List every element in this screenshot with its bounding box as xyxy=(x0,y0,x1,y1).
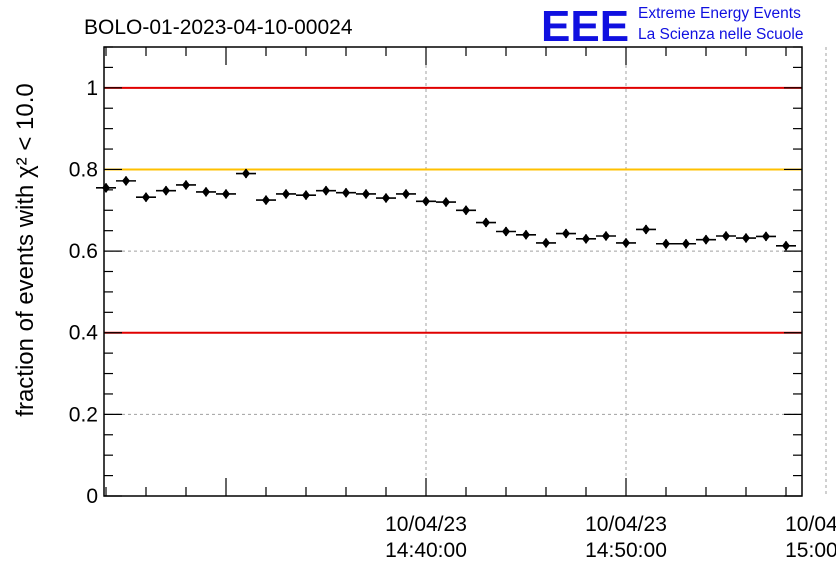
data-marker xyxy=(122,175,130,186)
data-marker xyxy=(622,237,630,248)
data-marker xyxy=(662,238,670,249)
data-point xyxy=(556,228,576,239)
data-point xyxy=(596,230,616,241)
data-point xyxy=(236,168,256,179)
data-marker xyxy=(582,233,590,244)
eee-logo-line2: La Scienza nelle Scuole xyxy=(638,26,803,43)
grid xyxy=(104,47,827,496)
data-marker xyxy=(502,226,510,237)
data-point xyxy=(756,231,776,242)
data-point xyxy=(196,186,216,197)
data-point xyxy=(296,190,316,201)
data-point xyxy=(356,188,376,199)
chart-title: BOLO-01-2023-04-10-00024 xyxy=(84,16,353,39)
data-point xyxy=(736,233,756,244)
y-tick-label: 0 xyxy=(86,485,98,508)
data-point xyxy=(416,196,436,207)
data-point xyxy=(516,229,536,240)
data-marker xyxy=(102,182,110,193)
data-marker xyxy=(302,190,310,201)
x-tick-date-label: 10/04/23 xyxy=(385,513,467,536)
data-point xyxy=(656,238,676,249)
data-point xyxy=(696,234,716,245)
y-tick-label: 1 xyxy=(86,77,98,100)
data-marker xyxy=(322,185,330,196)
y-axis-ticks: 0 0.2 0.4 0.6 0.8 1 xyxy=(69,46,802,508)
data-marker xyxy=(402,188,410,199)
x-tick-date-label: 10/04/23 xyxy=(785,513,836,536)
data-marker xyxy=(522,229,530,240)
data-marker xyxy=(742,233,750,244)
data-point xyxy=(456,205,476,216)
data-marker xyxy=(782,240,790,251)
data-point xyxy=(96,182,116,193)
y-axis-label: fraction of events with χ² < 10.0 xyxy=(12,83,39,416)
data-marker xyxy=(722,230,730,241)
data-marker xyxy=(462,205,470,216)
data-point xyxy=(376,193,396,204)
data-series xyxy=(96,168,796,251)
y-tick-label: 0.6 xyxy=(69,240,98,263)
eee-logo-line1: Extreme Energy Events xyxy=(638,5,801,22)
data-point xyxy=(716,230,736,241)
data-point xyxy=(156,185,176,196)
data-marker xyxy=(282,188,290,199)
x-tick-time-label: 14:40:00 xyxy=(385,539,467,562)
data-marker xyxy=(642,224,650,235)
data-point xyxy=(636,224,656,235)
data-marker xyxy=(442,197,450,208)
data-marker xyxy=(602,230,610,241)
data-point xyxy=(176,179,196,190)
data-marker xyxy=(182,179,190,190)
data-marker xyxy=(262,195,270,206)
data-point xyxy=(256,195,276,206)
data-marker xyxy=(242,168,250,179)
plot-frame xyxy=(103,46,803,497)
data-point xyxy=(336,187,356,198)
x-tick-date-label: 10/04/23 xyxy=(585,513,667,536)
y-tick-label: 0.8 xyxy=(69,158,98,181)
data-point xyxy=(316,185,336,196)
data-point xyxy=(436,197,456,208)
x-tick-time-label: 15:00:00 xyxy=(785,539,836,562)
data-point xyxy=(396,188,416,199)
data-marker xyxy=(222,188,230,199)
y-tick-label: 0.4 xyxy=(69,322,99,345)
data-marker xyxy=(682,238,690,249)
data-point xyxy=(116,175,136,186)
data-point xyxy=(476,217,496,228)
data-marker xyxy=(342,187,350,198)
data-marker xyxy=(702,234,710,245)
data-marker xyxy=(202,186,210,197)
data-marker xyxy=(482,217,490,228)
reference-lines xyxy=(104,86,802,334)
eee-logo-mark: EEE xyxy=(541,2,629,51)
data-point xyxy=(136,192,156,203)
data-marker xyxy=(762,231,770,242)
data-point xyxy=(496,226,516,237)
data-point xyxy=(216,188,236,199)
eee-logo: EEE Extreme Energy Events La Scienza nel… xyxy=(541,2,803,51)
data-point xyxy=(676,238,696,249)
plot-border xyxy=(103,46,803,497)
data-marker xyxy=(142,192,150,203)
data-point xyxy=(536,237,556,248)
data-point xyxy=(616,237,636,248)
data-marker xyxy=(562,228,570,239)
y-tick-label: 0.2 xyxy=(69,403,98,426)
data-marker xyxy=(422,196,430,207)
data-marker xyxy=(162,185,170,196)
x-tick-time-label: 14:50:00 xyxy=(585,539,667,562)
data-marker xyxy=(542,237,550,248)
data-point xyxy=(776,240,796,251)
data-point xyxy=(276,188,296,199)
x-axis-ticks: 10/04/23 14:40:00 10/04/23 14:50:00 10/04/23… xyxy=(105,47,836,562)
data-marker xyxy=(382,193,390,204)
data-marker xyxy=(362,188,370,199)
data-point xyxy=(576,233,596,244)
